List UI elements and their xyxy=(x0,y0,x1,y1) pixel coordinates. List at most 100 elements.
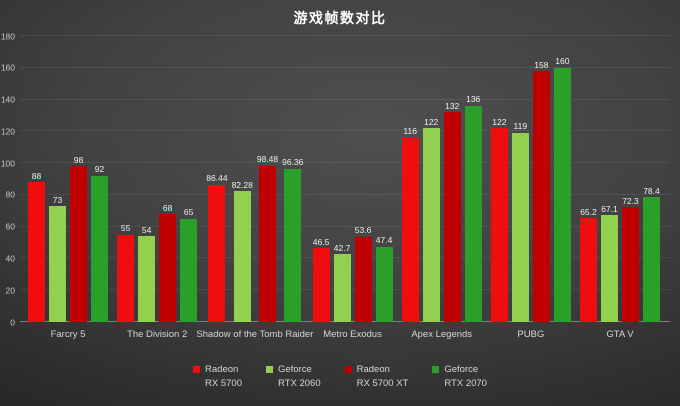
bar-data-label: 122 xyxy=(424,116,439,127)
bar xyxy=(208,184,226,322)
gridline-80 xyxy=(20,193,670,195)
bar-column: 92 xyxy=(91,165,108,322)
bar-group-1: 88 73 98 92 Farcry 5 xyxy=(28,156,108,340)
legend-label-line: RTX 2060 xyxy=(278,377,321,389)
gridline-180 xyxy=(20,35,670,36)
x-axis-category-label: GTA V xyxy=(606,329,634,340)
legend: Radeon RX 5700 Geforce RTX 2060 Radeon RX 570… xyxy=(0,363,680,391)
legend-label-line: Geforce xyxy=(278,364,312,375)
bar-column: 119 xyxy=(511,122,529,322)
y-axis-tick-label: 20 xyxy=(5,284,15,295)
legend-label: Radeon RX 5700 XT xyxy=(357,363,409,391)
legend-label-line: Radeon xyxy=(356,364,390,375)
legend-label: Radeon RX 5700 xyxy=(205,363,242,391)
bar-group-7: 65.2 67.1 72.3 78.4 GTA V xyxy=(579,185,660,340)
bar xyxy=(422,128,440,322)
bar-column: 160 xyxy=(553,57,571,322)
legend-swatch-icon xyxy=(266,366,273,373)
bar xyxy=(375,246,393,322)
bar-data-label: 68 xyxy=(162,202,173,213)
bar-group-5: 116 122 132 136 Apex Legends xyxy=(401,95,482,340)
bar-column: 88 xyxy=(28,172,45,322)
bar xyxy=(284,168,302,322)
bar-column: 82.28 xyxy=(232,181,253,322)
y-axis-tick-label: 40 xyxy=(5,253,15,264)
bar xyxy=(49,206,66,322)
bar-groups: 88 73 98 92 Farcry 5 55 54 68 65 The Division 2 86… xyxy=(20,36,670,340)
legend-item: Geforce RTX 2070 xyxy=(432,363,487,391)
bar xyxy=(312,248,330,322)
x-axis-category-label: Shadow of the Tomb Raider xyxy=(196,329,314,340)
bar-data-label: 53.6 xyxy=(354,225,372,236)
bar-column: 42.7 xyxy=(333,242,351,322)
bar-column: 46.5 xyxy=(312,236,330,322)
bar xyxy=(490,128,508,322)
gridline-160 xyxy=(20,66,670,68)
y-axis-tick-label: 180 xyxy=(0,30,15,41)
x-axis-category-label: Farcry 5 xyxy=(50,329,86,340)
bar xyxy=(159,214,177,322)
bar-column: 47.4 xyxy=(375,235,393,322)
bar xyxy=(642,197,660,322)
bar-data-label: 86.44 xyxy=(206,173,228,184)
legend-item: Geforce RTX 2060 xyxy=(266,363,321,391)
bar-column: 65.2 xyxy=(579,206,597,322)
legend-label-line: RX 5700 xyxy=(205,377,242,389)
bar-data-label: 78.4 xyxy=(643,185,660,196)
bar xyxy=(333,254,351,322)
bar-data-label: 116 xyxy=(403,126,417,137)
bar-data-label: 65.2 xyxy=(580,206,597,217)
legend-item: Radeon RX 5700 xyxy=(193,363,242,391)
legend-label-line: RTX 2070 xyxy=(444,377,487,389)
bar xyxy=(532,71,550,322)
y-axis-tick-label: 140 xyxy=(0,94,15,105)
bar-column: 98 xyxy=(70,156,87,322)
bar xyxy=(180,218,198,322)
bar-data-label: 88 xyxy=(31,170,42,181)
bar-column: 68 xyxy=(159,202,177,322)
bar xyxy=(600,215,618,322)
bar-data-label: 47.4 xyxy=(375,235,393,246)
y-axis-tick-label: 100 xyxy=(0,157,15,168)
bar-column: 132 xyxy=(443,100,461,322)
bar-data-label: 72.3 xyxy=(622,195,639,206)
legend-label: Geforce RTX 2060 xyxy=(278,363,321,391)
bar-data-label: 132 xyxy=(445,100,460,111)
plot-area: 0 20 40 60 80 100 120 140 160 180 88 73 98 92 Farcry … xyxy=(1,32,670,340)
y-axis-tick-label: 160 xyxy=(0,62,15,73)
bar-column: 72.3 xyxy=(621,195,639,322)
bar xyxy=(401,137,419,322)
bar-data-label: 96.36 xyxy=(282,157,304,168)
gridline-140 xyxy=(20,98,670,100)
legend-label-line: RX 5700 XT xyxy=(356,377,409,389)
bar xyxy=(354,236,372,322)
bar-column: 65 xyxy=(180,208,198,322)
bar-column: 67.1 xyxy=(600,203,618,322)
bar-data-label: 46.5 xyxy=(312,236,330,247)
bar-column: 158 xyxy=(532,60,550,322)
bar xyxy=(553,67,571,322)
bar-data-label: 82.28 xyxy=(231,179,253,190)
x-axis-category-label: Metro Exodus xyxy=(323,329,382,340)
bar-column: 86.44 xyxy=(206,173,228,322)
bar-column: 98.48 xyxy=(257,155,278,322)
bar-column: 122 xyxy=(422,116,440,322)
bar xyxy=(464,105,482,322)
bar-data-label: 92 xyxy=(94,164,105,175)
y-axis-tick-label: 60 xyxy=(5,221,15,232)
bar-data-label: 122 xyxy=(492,116,507,127)
bar-data-label: 42.7 xyxy=(333,242,351,253)
bar-column: 55 xyxy=(117,223,135,322)
bar xyxy=(579,218,597,322)
y-axis-tick-label: 120 xyxy=(0,126,15,137)
bar-data-label: 67.1 xyxy=(601,203,618,214)
bar-data-label: 55 xyxy=(120,223,131,234)
bar-group-6: 122 119 158 160 PUBG xyxy=(490,57,571,340)
bar xyxy=(621,207,639,322)
bar-group-3: 86.44 82.28 98.48 96.36 Shadow of the Tomb R… xyxy=(196,155,313,340)
bar xyxy=(70,166,87,322)
bar-group-2: 55 54 68 65 The Division 2 xyxy=(117,202,198,340)
legend-swatch-icon xyxy=(344,366,352,373)
bar xyxy=(258,165,276,322)
